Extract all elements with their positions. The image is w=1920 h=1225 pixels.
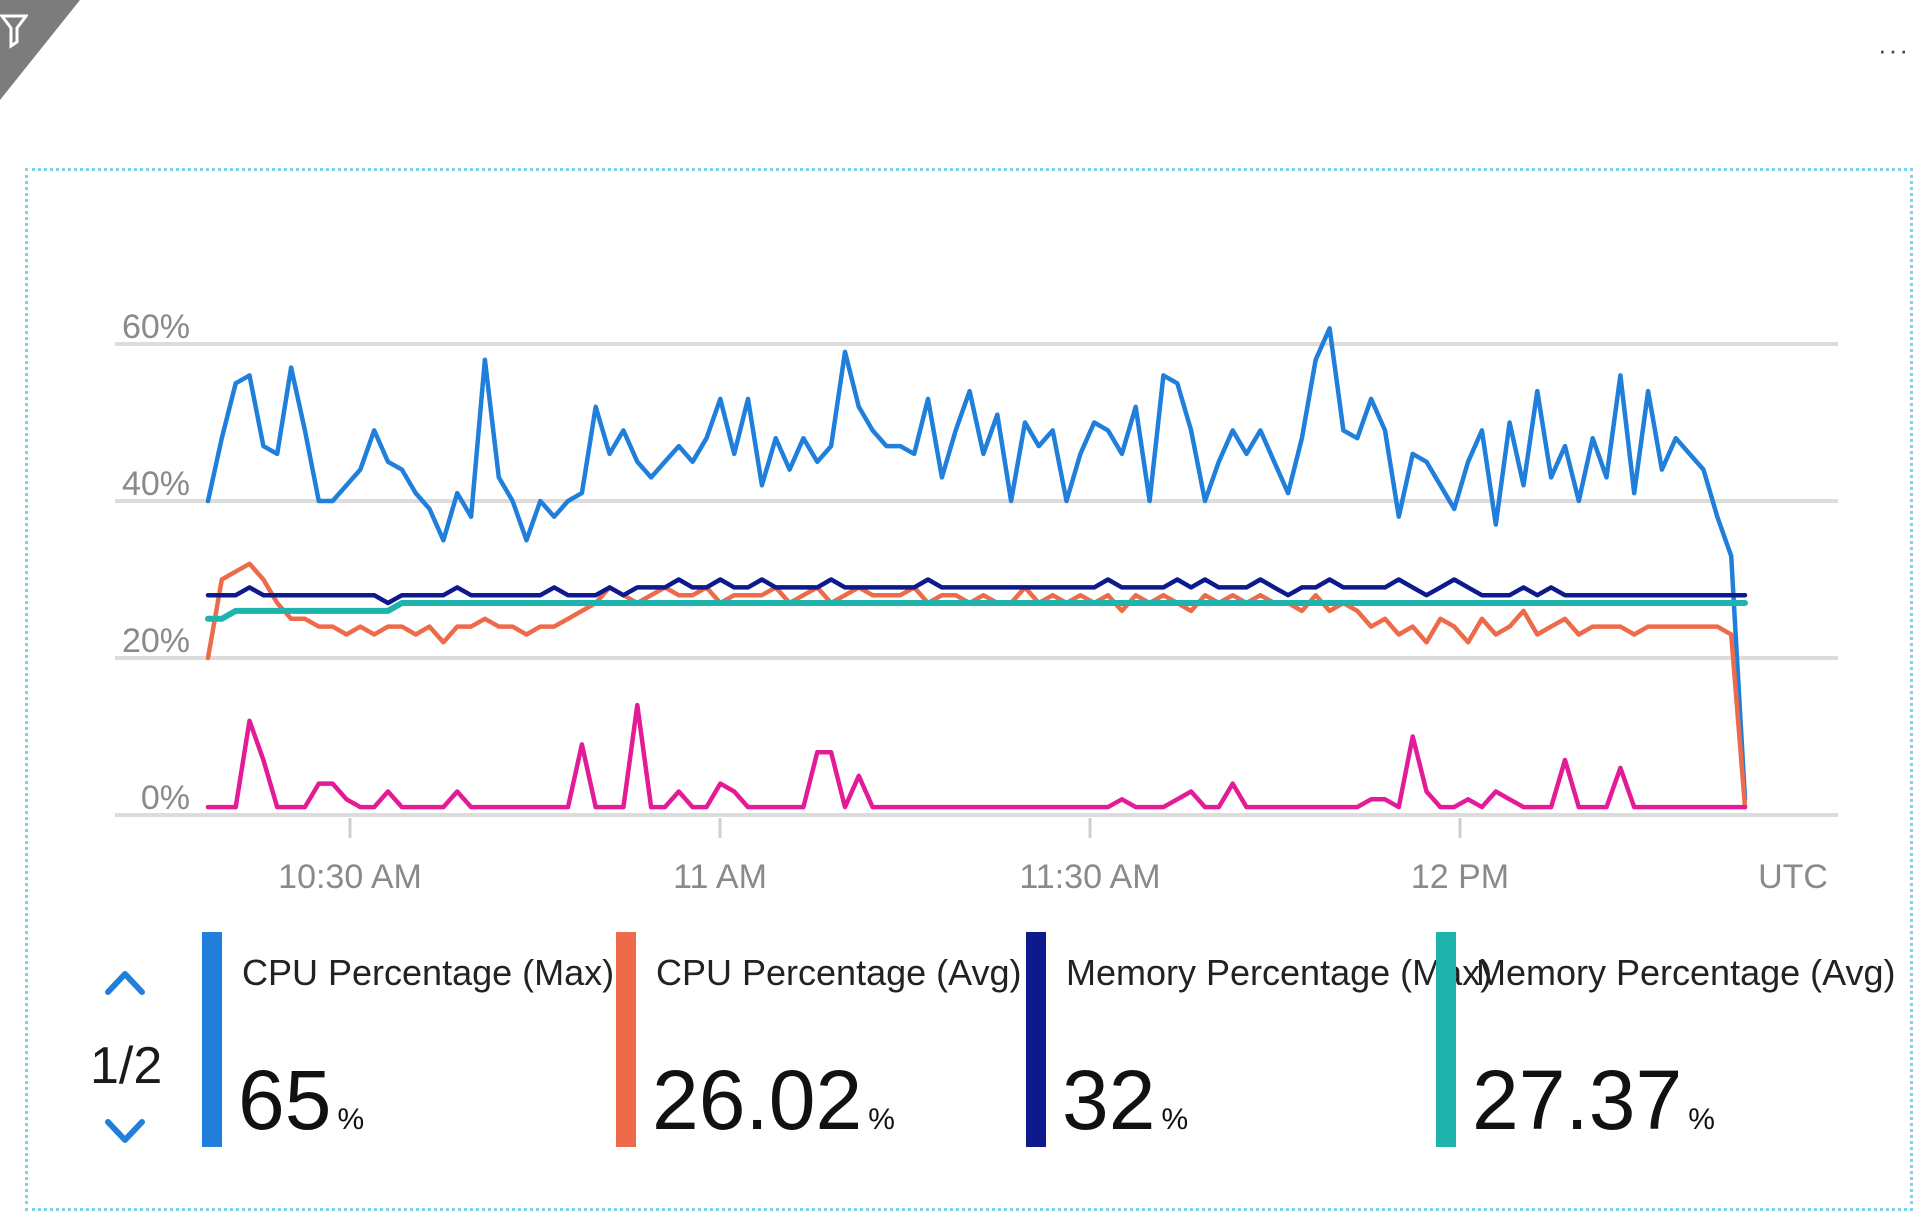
- chevron-down-icon[interactable]: [100, 1110, 150, 1154]
- legend-value: 65%: [238, 1052, 364, 1149]
- chevron-up-icon[interactable]: [100, 960, 150, 1004]
- legend-page-indicator: 1/2: [90, 1037, 163, 1095]
- legend-unit: %: [1688, 1103, 1715, 1136]
- legend-unit: %: [337, 1103, 365, 1136]
- legend-number: 32: [1062, 1053, 1156, 1147]
- legend-number: 65: [238, 1053, 332, 1147]
- legend-unit: %: [1161, 1103, 1189, 1136]
- legend-label: Memory Percentage (Avg): [1476, 952, 1896, 993]
- legend-value: 32%: [1062, 1052, 1188, 1149]
- chart-panel: [25, 168, 1913, 1211]
- more-options-icon[interactable]: ···: [1878, 35, 1910, 65]
- legend-label: CPU Percentage (Max): [242, 952, 615, 993]
- legend-swatch: [616, 932, 636, 1147]
- legend-label: Memory Percentage (Max): [1066, 952, 1493, 993]
- legend-number: 27.37: [1472, 1053, 1683, 1147]
- legend-swatch: [202, 932, 222, 1147]
- legend-value: 27.37%: [1472, 1052, 1715, 1149]
- legend-swatch: [1026, 932, 1046, 1147]
- funnel-icon[interactable]: [0, 10, 28, 50]
- legend-number: 26.02: [652, 1053, 863, 1147]
- legend-label: CPU Percentage (Avg): [656, 952, 1022, 993]
- legend-swatch: [1436, 932, 1456, 1147]
- legend-unit: %: [868, 1103, 895, 1136]
- legend-value: 26.02%: [652, 1052, 895, 1149]
- legend-pager: 1/2: [90, 960, 163, 1160]
